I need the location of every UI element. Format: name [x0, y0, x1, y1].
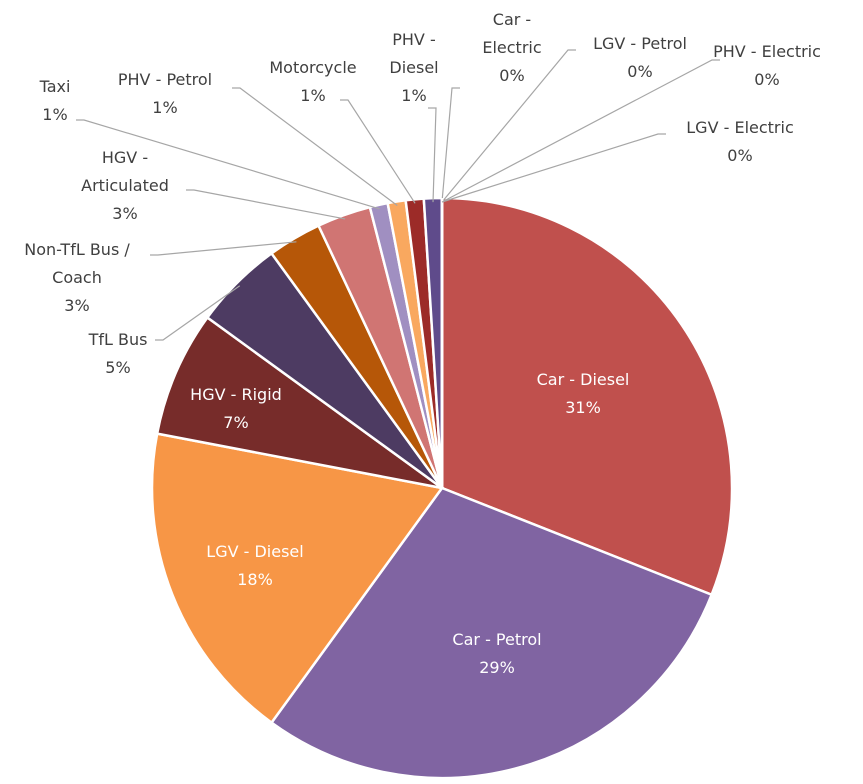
slice-label: LGV - Electric 0%	[665, 114, 815, 170]
category-label: PHV - Electric	[713, 42, 821, 61]
value-label: 1%	[152, 98, 178, 117]
pie-slice	[150, 432, 445, 725]
category-label: HGV - Rigid	[190, 385, 282, 404]
category-label: Taxi	[39, 77, 71, 96]
value-label: 1%	[300, 86, 326, 105]
value-label: 0%	[754, 70, 780, 89]
slice-label: HGV - Articulated 3%	[60, 144, 190, 228]
slice-label: PHV - Electric 0%	[697, 38, 837, 94]
category-label: LGV - Diesel	[206, 542, 304, 561]
leader-line	[155, 285, 241, 341]
value-label: 3%	[112, 204, 138, 223]
category-label: Car - Diesel	[536, 370, 630, 389]
slice-label: TfL Bus 5%	[68, 326, 168, 382]
value-label: 1%	[401, 86, 427, 105]
category-label: PHV - Petrol	[117, 70, 213, 89]
slice-label: Car - Diesel 31%	[503, 366, 663, 422]
leader-line	[441, 133, 666, 203]
leader-line	[232, 87, 398, 207]
pie-slice	[155, 315, 443, 490]
pie-slice	[440, 196, 734, 597]
leader-line	[150, 241, 297, 256]
value-label: 3%	[64, 296, 90, 315]
slice-label: PHV - Diesel 1%	[379, 26, 449, 110]
category-label: Non-TfL Bus / Coach	[24, 240, 130, 287]
slice-label: HGV - Rigid 7%	[156, 381, 316, 437]
category-label: Motorcycle	[269, 58, 357, 77]
slice-label: Non-TfL Bus / Coach 3%	[2, 236, 152, 320]
leader-line	[441, 59, 720, 203]
leader-line	[76, 119, 380, 210]
leader-line	[340, 99, 416, 204]
category-label: LGV - Petrol	[593, 34, 687, 53]
value-label: 7%	[223, 413, 249, 432]
slice-label: PHV - Petrol 1%	[95, 66, 235, 122]
category-label: Car - Petrol	[452, 630, 542, 649]
pie-slice	[269, 486, 714, 780]
category-label: PHV - Diesel	[389, 30, 439, 77]
value-label: 1%	[42, 105, 68, 124]
value-label: 31%	[565, 398, 601, 417]
slice-label: Car - Petrol 29%	[417, 626, 577, 682]
category-label: HGV - Articulated	[81, 148, 169, 195]
value-label: 0%	[499, 66, 525, 85]
slice-label: LGV - Diesel 18%	[175, 538, 335, 594]
category-label: TfL Bus	[88, 330, 148, 349]
category-label: Car - Electric	[482, 10, 542, 57]
value-label: 5%	[105, 358, 131, 377]
slice-label: Car - Electric 0%	[472, 6, 552, 90]
leader-line	[441, 87, 460, 203]
slice-label: LGV - Petrol 0%	[575, 30, 705, 86]
value-label: 29%	[479, 658, 515, 677]
value-label: 0%	[627, 62, 653, 81]
value-label: 18%	[237, 570, 273, 589]
slice-label: Taxi 1%	[25, 73, 85, 129]
slice-label: Motorcycle 1%	[253, 54, 373, 110]
leader-line	[428, 107, 437, 203]
category-label: LGV - Electric	[686, 118, 794, 137]
leader-line	[186, 189, 346, 220]
value-label: 0%	[727, 146, 753, 165]
leader-line	[441, 49, 576, 203]
